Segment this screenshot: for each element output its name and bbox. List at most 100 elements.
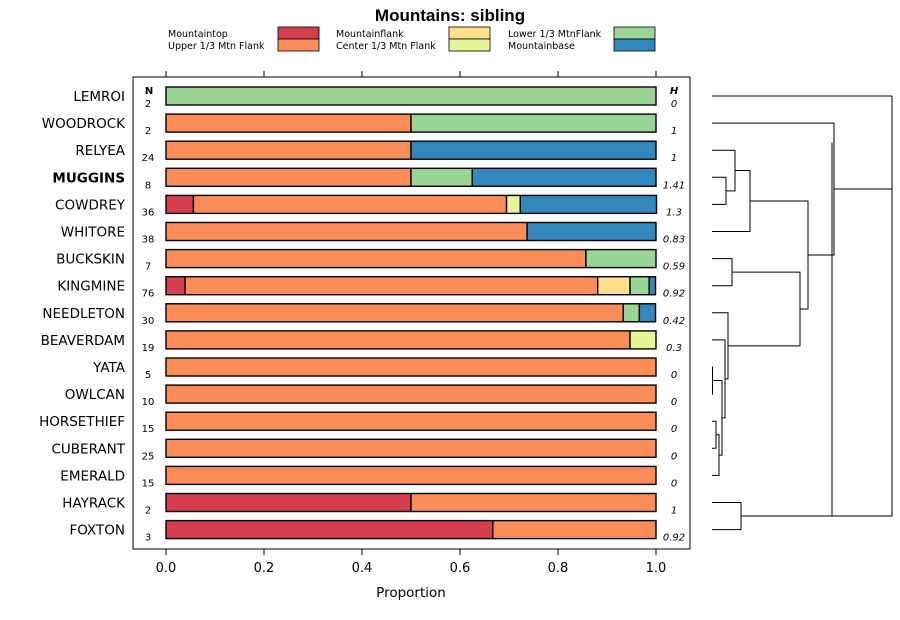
row-label: BEAVERDAM xyxy=(41,333,125,349)
x-axis-label: Proportion xyxy=(376,585,446,601)
row-label: HAYRACK xyxy=(62,496,126,512)
row-n-value: 24 xyxy=(142,153,155,164)
bar-segment xyxy=(165,194,195,215)
row-n-value: 15 xyxy=(142,478,155,489)
row-h-value: 1.41 xyxy=(663,180,685,191)
legend-label: Upper 1/3 Mtn Flank xyxy=(168,41,265,52)
row-n-value: 5 xyxy=(145,370,151,381)
bar-segment xyxy=(165,519,494,540)
legend-label: Mountainbase xyxy=(508,41,575,52)
row-h-value: 0 xyxy=(671,451,677,462)
row-h-value: 0 xyxy=(671,424,677,435)
row-label: FOXTON xyxy=(69,523,125,539)
bar-segment xyxy=(492,519,657,540)
row-n-value: 8 xyxy=(145,180,151,191)
bar-segment xyxy=(165,330,631,350)
bar-segment xyxy=(638,303,657,323)
bar-segment xyxy=(165,86,657,106)
dendrogram-branch xyxy=(712,312,729,380)
bar-segment xyxy=(471,167,657,188)
dendrogram-branch xyxy=(712,95,893,190)
dendrogram-branch xyxy=(712,176,727,205)
x-tick-label: 0.6 xyxy=(450,561,471,576)
row-n-value: 15 xyxy=(142,424,155,435)
bar-segment xyxy=(410,492,657,513)
legend-swatch xyxy=(277,26,320,40)
row-h-value: 0.92 xyxy=(663,289,685,300)
bar-segment xyxy=(410,140,657,160)
row-h-value: 0.3 xyxy=(666,343,682,354)
chart-title: Mountains: sibling xyxy=(375,6,525,25)
row-h-value: 0 xyxy=(671,99,677,110)
x-axis: 0.0 0.2 0.4 0.6 0.8 1.0 xyxy=(156,71,667,576)
row-label: RELYEA xyxy=(75,143,125,159)
row-h-value: 0 xyxy=(671,397,677,408)
row-h-value: 0 xyxy=(671,478,677,489)
plot-frame xyxy=(132,76,691,550)
row-h-value: 1 xyxy=(671,126,677,137)
bar-segment xyxy=(165,357,657,377)
dendrogram-branch xyxy=(712,339,726,419)
bar-segment xyxy=(165,411,657,431)
row-n-value: 38 xyxy=(142,235,155,246)
legend-swatch xyxy=(448,26,491,40)
row-label: YATA xyxy=(92,360,126,376)
x-tick-label: 0.8 xyxy=(548,561,569,576)
bar-segment xyxy=(629,276,650,296)
dendrogram-branch xyxy=(712,366,713,395)
bar-segment xyxy=(596,276,631,296)
bar-segment xyxy=(165,140,412,160)
dendrogram-branch xyxy=(712,149,736,192)
row-h-value: 1.3 xyxy=(666,207,682,218)
legend-swatch xyxy=(277,38,320,52)
row-label: MUGGINS xyxy=(52,170,125,186)
row-label: NEEDLETON xyxy=(42,306,125,322)
row-label: BUCKSKIN xyxy=(56,252,125,268)
row-h-value: 0.83 xyxy=(663,235,685,246)
bar-segment xyxy=(165,276,186,296)
bar-segment xyxy=(165,465,657,486)
row-label: HORSETHIEF xyxy=(39,414,125,430)
x-tick-label: 1.0 xyxy=(646,561,667,576)
row-n-value: 25 xyxy=(142,451,155,462)
bar-segment xyxy=(165,167,412,188)
dendrogram-branch xyxy=(741,142,893,517)
legend-label: Center 1/3 Mtn Flank xyxy=(336,41,436,52)
bar-segment xyxy=(165,303,624,323)
row-n-value: 10 xyxy=(142,397,155,408)
row-label: LEMROI xyxy=(73,89,125,105)
bar-segment xyxy=(165,438,657,458)
bar-segment xyxy=(519,194,658,215)
row-label: WHITORE xyxy=(61,225,125,241)
row-h-value: 1 xyxy=(671,153,677,164)
legend-label: Mountainflank xyxy=(336,29,404,40)
row-h-value: 0.59 xyxy=(663,262,685,273)
row-h-value: 0.42 xyxy=(663,316,685,327)
row-n-value: 76 xyxy=(142,289,155,300)
dendrogram-branch xyxy=(712,258,733,287)
dendrogram-branch xyxy=(712,502,742,531)
legend-label: Lower 1/3 MtnFlank xyxy=(508,29,602,40)
bar-segment xyxy=(410,167,473,188)
row-label: COWDREY xyxy=(55,197,126,213)
dendrogram-branch xyxy=(750,200,809,310)
dendrogram xyxy=(712,95,893,531)
row-n-value: 36 xyxy=(142,207,155,218)
legend-swatch xyxy=(448,38,491,52)
bar-segment xyxy=(184,276,599,296)
row-h-value: 1 xyxy=(671,506,677,517)
bar-segment xyxy=(505,194,521,215)
bar-segment xyxy=(629,330,657,350)
dendrogram-branch xyxy=(712,420,717,449)
x-tick-label: 0.4 xyxy=(352,561,373,576)
row-n-value: 19 xyxy=(142,343,155,354)
h-column-header: H xyxy=(670,86,679,97)
bar-segment xyxy=(192,194,508,215)
row-n-value: 2 xyxy=(145,126,151,137)
x-tick-label: 0.0 xyxy=(156,561,177,576)
dendrogram-branch xyxy=(712,380,723,456)
bar-segment xyxy=(648,276,657,296)
